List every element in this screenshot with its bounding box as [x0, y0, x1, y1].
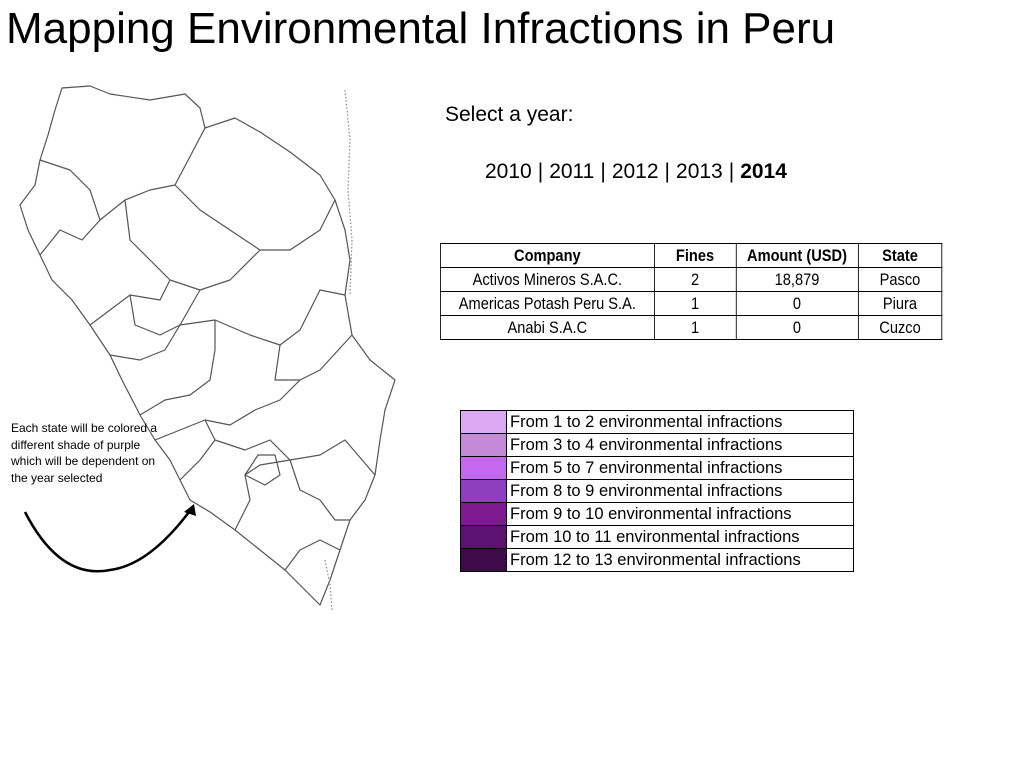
cell-fines: 1 [653, 315, 737, 340]
year-option-2010[interactable]: 2010 [485, 160, 532, 183]
cell-company: Americas Potash Peru S.A. [440, 291, 655, 316]
legend-label: From 12 to 13 environmental infractions [506, 548, 854, 572]
region-border [89, 199, 171, 326]
legend-swatch [460, 433, 507, 457]
cell-fines: 1 [653, 291, 737, 316]
region-border [154, 334, 353, 441]
legend-row: From 8 to 9 environmental infractions [460, 479, 854, 503]
cell-state: Cuzco [857, 315, 943, 340]
region-border [39, 159, 101, 256]
cell-amount: 18,879 [735, 267, 859, 292]
map-annotation-note: Each state will be colored a different s… [11, 421, 158, 485]
map-outline [19, 85, 396, 606]
legend-row: From 10 to 11 environmental infractions [460, 525, 854, 549]
year-option-2012[interactable]: 2012 [611, 160, 659, 183]
legend-swatch [460, 548, 507, 572]
table-header-row: Company Fines Amount (USD) State [440, 243, 943, 268]
color-legend: From 1 to 2 environmental infractions Fr… [460, 410, 854, 572]
cell-state: Pasco [857, 267, 943, 292]
legend-row: From 1 to 2 environmental infractions [460, 410, 854, 434]
page-title: Mapping Environmental Infractions in Per… [6, 4, 836, 53]
cell-state: Piura [857, 291, 943, 316]
legend-swatch [460, 456, 507, 480]
region-border [129, 289, 201, 336]
column-header-fines: Fines [653, 243, 737, 268]
legend-row: From 12 to 13 environmental infractions [460, 548, 854, 572]
curved-arrow-icon [23, 504, 196, 573]
column-header-company: Company [440, 243, 655, 268]
region-border [214, 439, 376, 476]
region-border [284, 539, 341, 571]
legend-swatch [460, 410, 507, 434]
year-select-prompt: Select a year: [445, 103, 574, 126]
legend-row: From 9 to 10 environmental infractions [460, 502, 854, 526]
year-separator: | [600, 160, 606, 183]
table-row: Americas Potash Peru S.A. 1 0 Piura [440, 291, 943, 316]
international-border [324, 559, 333, 611]
region-border [99, 127, 206, 221]
legend-row: From 3 to 4 environmental infractions [460, 433, 854, 457]
table-row: Activos Mineros S.A.C. 2 18,879 Pasco [440, 267, 943, 292]
cell-company: Anabi S.A.C [440, 315, 655, 340]
cell-fines: 2 [653, 267, 737, 292]
region-border [109, 289, 346, 361]
cell-amount: 0 [735, 315, 859, 340]
cell-company: Activos Mineros S.A.C. [440, 267, 655, 292]
legend-swatch [460, 525, 507, 549]
region-border [274, 344, 300, 381]
legend-label: From 5 to 7 environmental infractions [506, 456, 854, 480]
year-separator: | [537, 160, 544, 183]
region-border [234, 459, 291, 531]
year-option-2013[interactable]: 2013 [676, 160, 723, 183]
region-border [244, 454, 281, 486]
legend-row: From 5 to 7 environmental infractions [460, 456, 854, 480]
legend-label: From 10 to 11 environmental infractions [506, 525, 854, 549]
infractions-table: Company Fines Amount (USD) State Activos… [440, 243, 943, 340]
table-row: Anabi S.A.C 1 0 Cuzco [440, 315, 943, 340]
legend-label: From 3 to 4 environmental infractions [506, 433, 854, 457]
legend-label: From 8 to 9 environmental infractions [506, 479, 854, 503]
year-option-2011[interactable]: 2011 [549, 160, 595, 183]
legend-swatch [460, 502, 507, 526]
cell-amount: 0 [735, 291, 859, 316]
year-option-2014[interactable]: 2014 [740, 160, 787, 183]
legend-swatch [460, 479, 507, 503]
region-border [139, 320, 216, 416]
column-header-amount: Amount (USD) [735, 243, 859, 268]
column-header-state: State [857, 243, 943, 268]
region-border [289, 459, 350, 521]
legend-label: From 9 to 10 environmental infractions [506, 502, 854, 526]
year-selector: 2010 | 2011 | 2012 | 2013 | 2014 [485, 160, 787, 184]
international-border [344, 89, 353, 296]
region-border [179, 419, 216, 481]
region-border [174, 184, 336, 251]
year-separator: | [728, 160, 735, 183]
year-separator: | [664, 160, 671, 183]
peru-region-map[interactable] [0, 80, 400, 620]
legend-label: From 1 to 2 environmental infractions [506, 410, 854, 434]
region-border [169, 249, 261, 291]
